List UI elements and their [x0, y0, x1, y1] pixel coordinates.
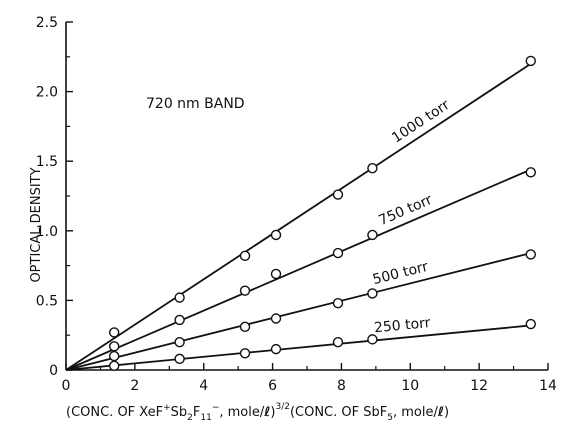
y-ticks: 0 0.5 1.0 1.5 2.0 2.5 — [36, 15, 73, 379]
y-tick-label: 1.0 — [36, 224, 58, 240]
data-point — [270, 268, 282, 280]
x-tick-label: 14 — [539, 378, 557, 394]
data-point — [367, 229, 378, 241]
data-point — [108, 350, 120, 362]
data-point — [174, 292, 185, 303]
x-tick-label: 10 — [401, 378, 419, 394]
data-point — [174, 353, 185, 365]
x-tick-label: 2 — [130, 378, 139, 394]
y-tick-label: 0.5 — [36, 293, 58, 309]
data-point — [108, 327, 120, 338]
x-tick-label: 6 — [268, 378, 277, 394]
data-point — [367, 288, 378, 299]
y-axis-title: OPTICAL DENSITY — [29, 167, 44, 282]
x-tick-label: 4 — [199, 378, 208, 394]
data-point — [367, 162, 378, 174]
y-tick-label: 1.5 — [36, 154, 58, 170]
axes — [65, 22, 548, 371]
x-axis-title: (CONC. OF XeF+Sb2F11−, mole/ℓ)3/2(CONC. … — [66, 402, 449, 423]
data-points — [108, 55, 536, 372]
x-tick-label: 0 — [62, 378, 71, 394]
data-point — [239, 321, 251, 333]
y-tick-label: 2.5 — [36, 15, 58, 31]
data-point — [174, 336, 185, 348]
data-point — [108, 341, 120, 352]
data-point — [525, 55, 536, 67]
series-label: 250 torr — [373, 315, 431, 336]
data-point — [270, 343, 282, 355]
data-point — [332, 336, 344, 348]
data-point — [270, 313, 282, 324]
data-point — [525, 318, 536, 330]
x-ticks: 0 2 4 6 8 10 12 14 — [62, 363, 557, 394]
data-point — [239, 285, 251, 296]
data-point — [525, 167, 536, 178]
fit-line — [65, 324, 531, 371]
band-annotation: 720 nm BAND — [146, 96, 245, 112]
data-point — [108, 360, 120, 372]
data-point — [239, 348, 251, 359]
fit-line — [65, 63, 532, 371]
y-tick-label: 0 — [49, 363, 58, 379]
x-tick-label: 12 — [470, 378, 488, 394]
data-point — [332, 189, 344, 200]
data-point — [174, 314, 185, 326]
data-point — [525, 249, 536, 260]
fit-lines — [65, 63, 532, 371]
data-point — [270, 229, 282, 241]
y-tick-label: 2.0 — [36, 85, 58, 101]
data-point — [239, 250, 251, 262]
data-point — [332, 297, 344, 309]
x-tick-label: 8 — [337, 378, 346, 394]
series-label: 500 torr — [371, 259, 430, 288]
fit-line — [65, 252, 532, 371]
fit-line — [65, 168, 532, 371]
data-point — [332, 247, 344, 259]
data-point — [367, 334, 378, 345]
